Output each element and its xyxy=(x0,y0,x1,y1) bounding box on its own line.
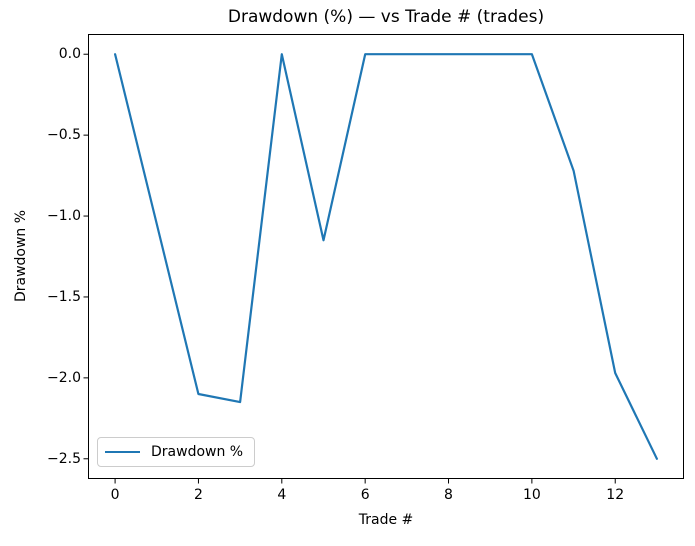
x-axis-label: Trade # xyxy=(358,512,414,528)
x-tick-label: 8 xyxy=(444,487,453,503)
y-axis-label: Drawdown % xyxy=(13,209,29,303)
y-tick-label: −0.5 xyxy=(47,127,81,144)
x-tick-label: 4 xyxy=(277,487,287,503)
chart-title: Drawdown (%) — vs Trade # (trades) xyxy=(227,7,545,27)
x-tick-label: 6 xyxy=(360,487,370,503)
legend: Drawdown % xyxy=(97,437,256,467)
y-tick-label: −2.0 xyxy=(47,369,81,386)
y-tick-label: −2.5 xyxy=(47,450,81,467)
plot-border xyxy=(88,34,684,479)
legend-label: Drawdown % xyxy=(151,444,244,460)
x-tick-label: 2 xyxy=(193,487,203,503)
drawdown-series-line xyxy=(113,53,659,460)
legend-line-swatch-icon xyxy=(105,451,140,453)
x-tick-label: 12 xyxy=(606,487,625,503)
y-tick-label: 0.0 xyxy=(58,46,81,63)
y-tick-label: −1.0 xyxy=(47,208,81,225)
y-tick-label: −1.5 xyxy=(47,288,81,305)
x-tick-label: 0 xyxy=(110,487,120,503)
x-tick-label: 10 xyxy=(522,487,541,503)
